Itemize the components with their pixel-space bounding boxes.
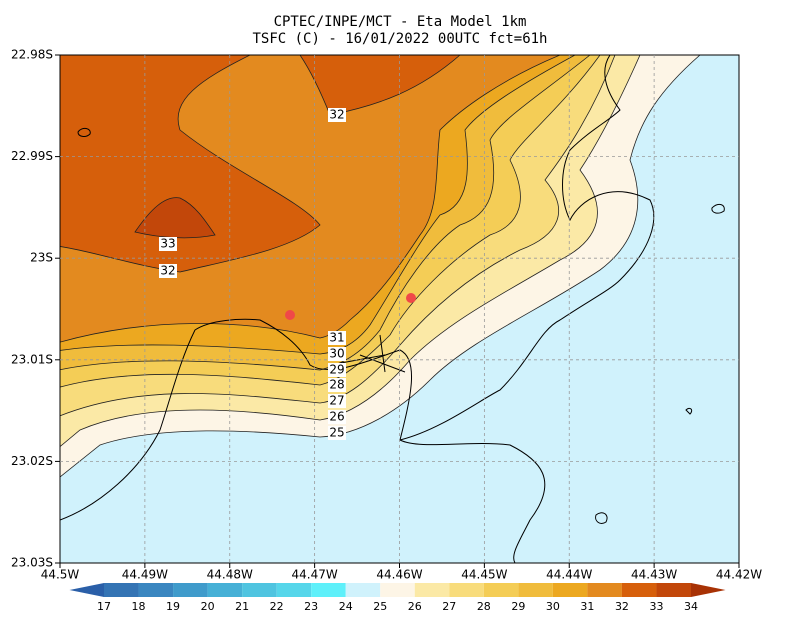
colorbar-label: 34 bbox=[684, 600, 698, 613]
contour-label: 29 bbox=[329, 363, 344, 377]
station-marker bbox=[285, 310, 295, 320]
contour-label-box bbox=[328, 394, 346, 408]
colorbar-swatch bbox=[345, 583, 381, 597]
contour-label: 31 bbox=[329, 331, 344, 345]
colorbar-swatch bbox=[414, 583, 450, 597]
band-32 bbox=[299, 55, 461, 116]
y-tick-label: 22.99S bbox=[11, 149, 53, 163]
contour-label: 25 bbox=[329, 426, 344, 440]
colorbar-label: 26 bbox=[408, 600, 422, 613]
colorbar-swatch bbox=[311, 583, 346, 597]
contour-label: 28 bbox=[329, 378, 344, 392]
title-line: TSFC (C) - 16/01/2022 00UTC fct=61h bbox=[252, 31, 547, 47]
map-area bbox=[60, 55, 739, 563]
y-tick-label: 23.02S bbox=[11, 454, 53, 468]
contour-label-box bbox=[328, 108, 346, 122]
colorbar-label: 27 bbox=[442, 600, 456, 613]
coastline bbox=[60, 318, 546, 563]
colorbar-swatch bbox=[380, 583, 415, 597]
x-tick-label: 44.5W bbox=[41, 568, 80, 582]
contour-label-box bbox=[159, 237, 177, 251]
coastline bbox=[399, 55, 655, 441]
colorbar-label: 18 bbox=[132, 600, 146, 613]
island bbox=[77, 127, 725, 524]
colorbar-label: 29 bbox=[511, 600, 525, 613]
colorbar-label: 21 bbox=[235, 600, 249, 613]
y-tick-label: 22.98S bbox=[11, 48, 53, 62]
colorbar-swatch bbox=[207, 583, 243, 597]
x-tick-label: 44.43W bbox=[631, 568, 677, 582]
contour-label-box bbox=[159, 264, 177, 278]
colorbar-swatch bbox=[483, 583, 519, 597]
colorbar-label: 22 bbox=[270, 600, 284, 613]
colorbar-label: 25 bbox=[373, 600, 387, 613]
y-tick-label: 23S bbox=[30, 251, 53, 265]
contour-label: 30 bbox=[329, 347, 344, 361]
colorbar-swatch bbox=[656, 583, 691, 597]
x-tick-label: 44.47W bbox=[292, 568, 338, 582]
contour-label: 32 bbox=[160, 264, 175, 278]
contour-label-box bbox=[328, 331, 346, 345]
contour-label-box bbox=[328, 347, 346, 361]
contour-label-box bbox=[328, 378, 346, 392]
contour-label: 33 bbox=[160, 237, 175, 251]
colorbar-swatch bbox=[242, 583, 277, 597]
colorbar-swatch bbox=[518, 583, 553, 597]
colorbar-label: 32 bbox=[615, 600, 629, 613]
x-tick-label: 44.42W bbox=[716, 568, 762, 582]
colorbar-label: 23 bbox=[304, 600, 318, 613]
colorbar-label: 33 bbox=[649, 600, 663, 613]
colorbar-label: 17 bbox=[97, 600, 111, 613]
colorbar-label: 20 bbox=[201, 600, 215, 613]
x-tick-label: 44.44W bbox=[546, 568, 592, 582]
colorbar-swatch bbox=[69, 583, 104, 597]
colorbar-swatch bbox=[104, 583, 139, 597]
colorbar-swatch bbox=[621, 583, 657, 597]
colorbar-label: 28 bbox=[477, 600, 491, 613]
colorbar-label: 31 bbox=[580, 600, 594, 613]
colorbar-swatch bbox=[276, 583, 312, 597]
colorbar-swatch bbox=[173, 583, 208, 597]
y-tick-label: 23.01S bbox=[11, 352, 53, 366]
x-tick-label: 44.46W bbox=[376, 568, 422, 582]
title-line: CPTEC/INPE/MCT - Eta Model 1km bbox=[274, 14, 527, 30]
contour-label-box bbox=[328, 410, 346, 424]
y-tick-label: 23.03S bbox=[11, 556, 53, 570]
x-tick-label: 44.48W bbox=[207, 568, 253, 582]
colorbar-swatch bbox=[691, 583, 726, 597]
station-marker bbox=[406, 293, 416, 303]
colorbar-swatch bbox=[552, 583, 588, 597]
colorbar-label: 19 bbox=[166, 600, 180, 613]
colorbar-label: 30 bbox=[546, 600, 560, 613]
colorbar-swatch bbox=[587, 583, 622, 597]
colorbar-swatch bbox=[449, 583, 484, 597]
x-tick-label: 44.45W bbox=[461, 568, 507, 582]
x-tick-label: 44.49W bbox=[122, 568, 168, 582]
colorbar-label: 24 bbox=[339, 600, 353, 613]
contour-label: 32 bbox=[329, 108, 344, 122]
band-32 bbox=[60, 55, 321, 273]
contour-label-box bbox=[328, 426, 346, 440]
contour-label-box bbox=[328, 363, 346, 377]
contour-label: 27 bbox=[329, 394, 344, 408]
contour-label: 26 bbox=[329, 410, 344, 424]
colorbar-swatch bbox=[138, 583, 174, 597]
